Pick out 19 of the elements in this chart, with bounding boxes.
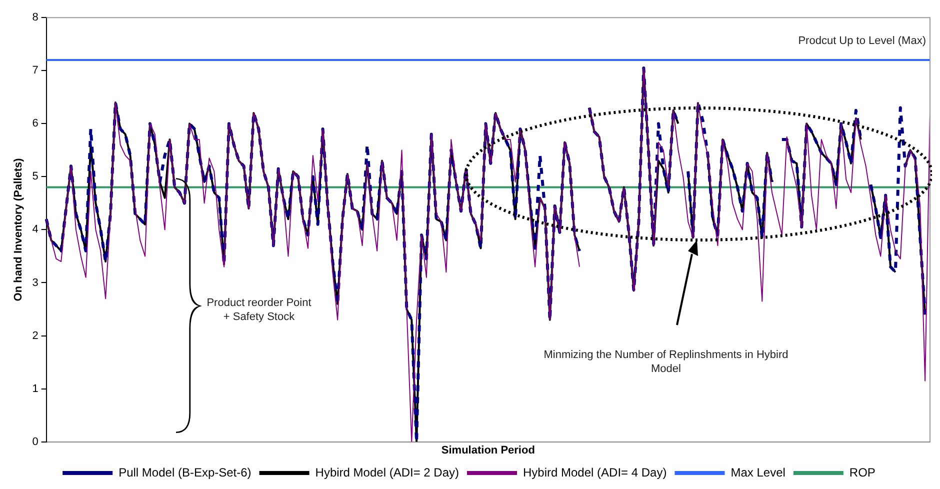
annotation: Prodcut Up to Level (Max): [797, 34, 926, 48]
legend-label: ROP: [849, 465, 876, 480]
y-axis-title: On hand Inventory (Pallets): [12, 158, 25, 302]
y-tick-label: 0: [32, 436, 38, 448]
y-tick-label: 1: [32, 382, 38, 395]
legend-label: Max Level: [730, 465, 786, 480]
legend-label: Hybird Model (ADI= 4 Day): [523, 465, 667, 480]
y-tick-label: 4: [32, 224, 38, 236]
y-tick-label: 8: [32, 12, 38, 24]
y-tick-label: 6: [32, 118, 38, 130]
y-tick-label: 5: [32, 170, 38, 183]
legend-label: Pull Model (B-Exp-Set-6): [118, 465, 252, 480]
y-tick-label: 3: [32, 276, 38, 289]
legend-label: Hybird Model (ADI= 2 Day): [315, 465, 460, 480]
annotation: Minmizing the Number of Replinshments in Hybird Model: [542, 348, 790, 376]
annotation: Product reorder Point + Safety Stock: [206, 296, 312, 324]
y-tick-label: 2: [32, 330, 38, 342]
x-axis-title: Simulation Period: [441, 444, 535, 456]
y-tick-label: 7: [32, 64, 38, 77]
